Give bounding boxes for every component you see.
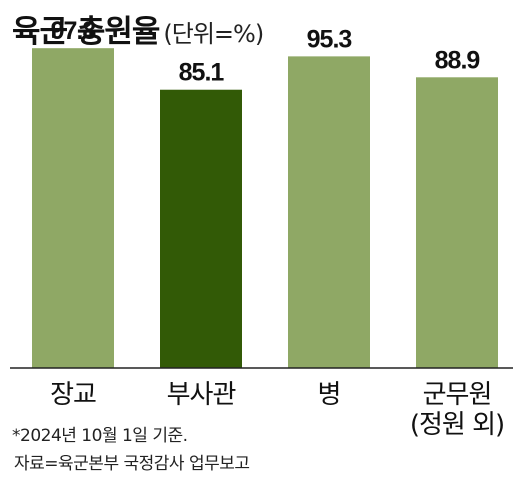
category-label-line2: (정원 외) (410, 410, 504, 440)
category-label: 부사관 (167, 380, 236, 410)
data-label: 85.1 (179, 59, 225, 87)
chart-title: 육군 충원율 (12, 14, 160, 50)
footnote: *2024년 10월 1일 기준. (12, 426, 188, 446)
bar (288, 56, 370, 369)
category-label: 병 (318, 380, 341, 410)
bar (160, 89, 242, 369)
category-label: 장교 (50, 380, 96, 410)
data-label: 97.8 (51, 17, 97, 45)
source-note: 자료=육군본부 국정감사 업무보고 (14, 454, 250, 474)
bar (416, 77, 498, 368)
chart-unit: (단위=%) (163, 20, 264, 48)
category-label: 군무원 (423, 380, 492, 410)
bar (32, 48, 114, 368)
data-label: 95.3 (307, 25, 352, 53)
title-row: 육군 충원율 (단위=%) (12, 6, 264, 51)
data-label: 88.9 (435, 46, 480, 74)
